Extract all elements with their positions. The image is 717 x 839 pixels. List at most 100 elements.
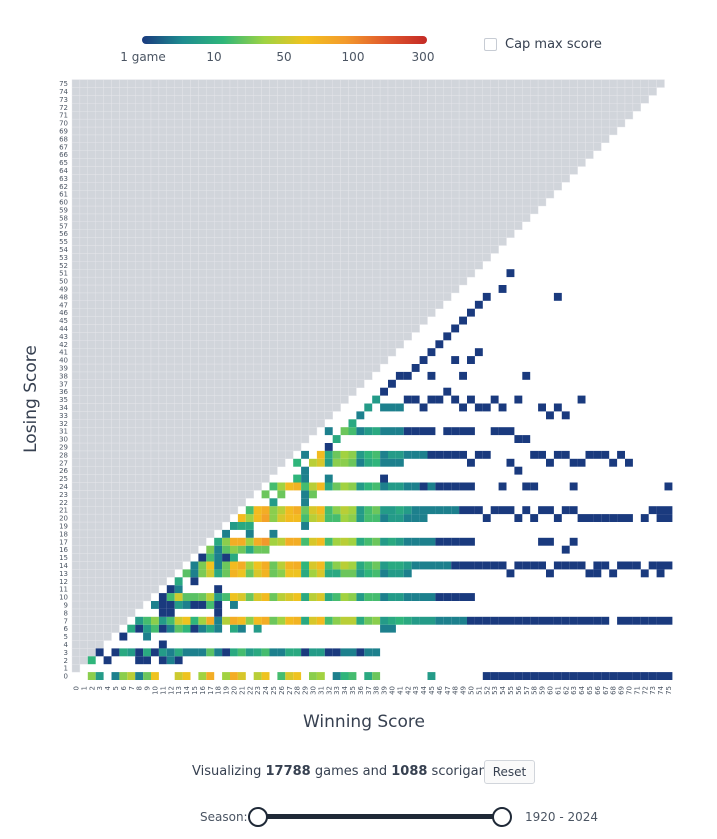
score-cell[interactable] [222, 593, 230, 601]
score-cell[interactable] [419, 356, 428, 364]
score-cell[interactable] [443, 506, 452, 515]
score-cell[interactable] [245, 514, 254, 522]
score-cell[interactable] [380, 450, 388, 459]
score-cell[interactable] [632, 561, 641, 570]
score-cell[interactable] [380, 427, 388, 436]
season-end-handle[interactable] [492, 807, 512, 827]
score-cell[interactable] [301, 498, 309, 507]
score-cell[interactable] [356, 648, 365, 657]
score-cell[interactable] [166, 656, 175, 665]
cap-max-score-option[interactable]: Cap max score [484, 37, 602, 52]
score-cell[interactable] [230, 616, 238, 625]
score-cell[interactable] [364, 616, 373, 625]
score-cell[interactable] [340, 616, 349, 625]
score-cell[interactable] [277, 482, 286, 491]
score-cell[interactable] [309, 569, 317, 578]
score-cell[interactable] [522, 561, 531, 570]
score-cell[interactable] [648, 616, 657, 625]
season-slider-track[interactable] [258, 814, 502, 819]
score-cell[interactable] [198, 553, 207, 562]
score-cell[interactable] [253, 561, 262, 570]
score-cell[interactable] [332, 648, 341, 657]
score-cell[interactable] [577, 458, 586, 467]
score-cell[interactable] [364, 427, 373, 436]
score-cell[interactable] [95, 672, 104, 680]
score-cell[interactable] [395, 593, 404, 601]
score-cell[interactable] [316, 648, 325, 657]
score-cell[interactable] [427, 561, 436, 570]
score-cell[interactable] [356, 569, 365, 578]
score-cell[interactable] [348, 537, 357, 546]
score-cell[interactable] [309, 482, 317, 491]
score-cell[interactable] [316, 569, 325, 578]
score-cell[interactable] [309, 593, 317, 601]
score-cell[interactable] [498, 506, 507, 515]
score-cell[interactable] [585, 514, 594, 522]
score-cell[interactable] [451, 593, 460, 601]
score-cell[interactable] [269, 593, 278, 601]
score-cell[interactable] [222, 529, 230, 538]
score-cell[interactable] [253, 569, 262, 578]
score-cell[interactable] [332, 672, 341, 680]
score-cell[interactable] [253, 514, 262, 522]
score-cell[interactable] [372, 672, 381, 680]
score-cell[interactable] [245, 616, 254, 625]
score-cell[interactable] [451, 395, 460, 404]
score-cell[interactable] [514, 672, 523, 680]
score-cell[interactable] [301, 537, 309, 546]
score-cell[interactable] [356, 427, 365, 436]
score-cell[interactable] [482, 514, 491, 522]
score-cell[interactable] [230, 648, 238, 657]
score-cell[interactable] [546, 569, 554, 578]
score-cell[interactable] [395, 514, 404, 522]
score-cell[interactable] [356, 514, 365, 522]
score-cell[interactable] [427, 537, 436, 546]
score-cell[interactable] [309, 514, 317, 522]
score-cell[interactable] [514, 435, 523, 443]
score-cell[interactable] [127, 624, 136, 633]
score-cell[interactable] [214, 616, 223, 625]
score-cell[interactable] [301, 466, 309, 475]
score-cell[interactable] [222, 553, 230, 562]
score-cell[interactable] [214, 553, 223, 562]
score-cell[interactable] [285, 648, 294, 657]
score-cell[interactable] [372, 537, 381, 546]
score-cell[interactable] [309, 490, 317, 499]
score-cell[interactable] [245, 593, 254, 601]
score-cell[interactable] [467, 561, 475, 570]
score-cell[interactable] [253, 648, 262, 657]
score-cell[interactable] [443, 616, 452, 625]
score-cell[interactable] [546, 458, 554, 467]
score-cell[interactable] [443, 482, 452, 491]
score-cell[interactable] [222, 569, 230, 578]
score-cell[interactable] [546, 616, 554, 625]
score-cell[interactable] [419, 514, 428, 522]
score-cell[interactable] [364, 506, 373, 515]
score-cell[interactable] [332, 561, 341, 570]
score-cell[interactable] [174, 593, 183, 601]
score-cell[interactable] [356, 593, 365, 601]
score-cell[interactable] [498, 616, 507, 625]
score-cell[interactable] [388, 450, 396, 459]
score-cell[interactable] [443, 450, 452, 459]
score-cell[interactable] [451, 324, 460, 333]
score-cell[interactable] [309, 672, 317, 680]
score-cell[interactable] [332, 450, 341, 459]
score-cell[interactable] [419, 506, 428, 515]
score-cell[interactable] [324, 648, 333, 657]
score-cell[interactable] [411, 427, 420, 436]
score-cell[interactable] [301, 561, 309, 570]
score-cell[interactable] [640, 672, 649, 680]
score-cell[interactable] [166, 648, 175, 657]
score-cell[interactable] [451, 427, 460, 436]
score-cell[interactable] [506, 427, 515, 436]
score-cell[interactable] [190, 624, 199, 633]
score-cell[interactable] [277, 616, 286, 625]
score-cell[interactable] [269, 537, 278, 546]
score-cell[interactable] [332, 593, 341, 601]
score-cell[interactable] [206, 545, 215, 554]
score-cell[interactable] [245, 561, 254, 570]
score-cell[interactable] [206, 624, 215, 633]
score-cell[interactable] [214, 593, 223, 601]
score-cell[interactable] [395, 616, 404, 625]
